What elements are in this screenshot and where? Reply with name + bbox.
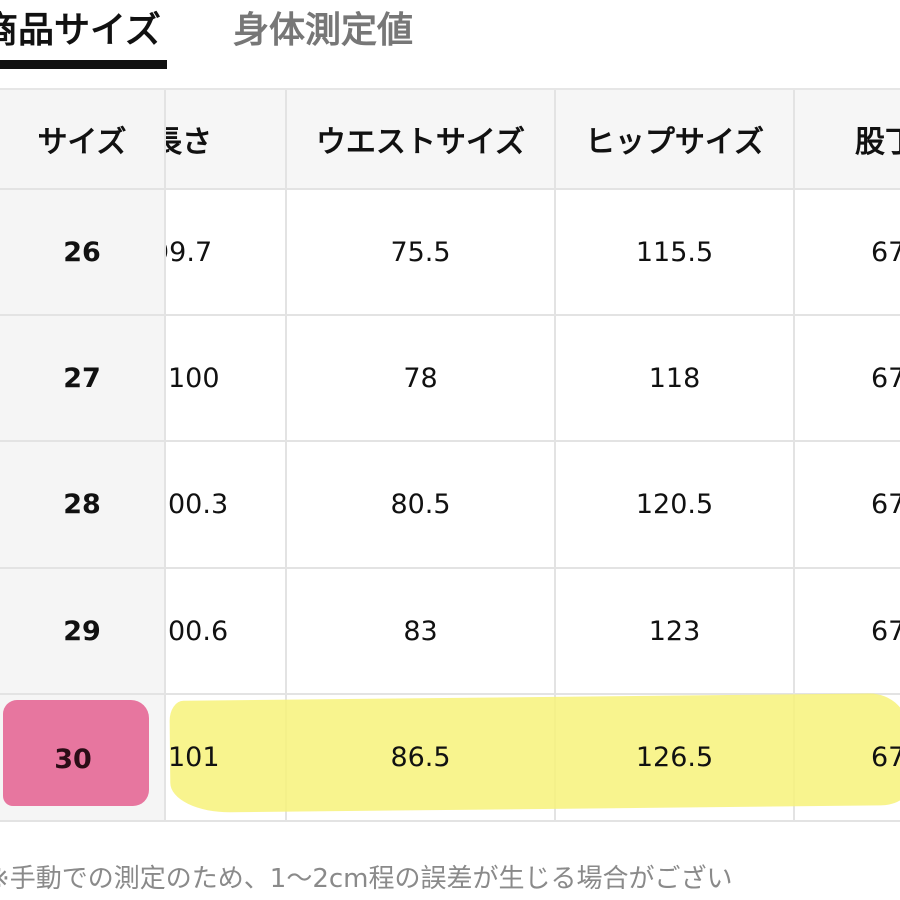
table-row: 27 100 78 118 67 [0, 316, 900, 442]
length-value: 101 [168, 742, 220, 773]
crotch-cell: 67 [795, 316, 900, 442]
length-cell: 100 [166, 316, 287, 442]
table-row: 26 99.7 75.5 115.5 67 [0, 190, 900, 316]
size-cell: 27 [0, 316, 166, 442]
highlighted-size-value: 30 [54, 743, 92, 775]
length-cell: 00.3 [166, 442, 287, 569]
pink-highlighter-mark [3, 700, 149, 806]
measurement-footnote: ※手動での測定のため、1〜2cm程の誤差が生じる場合がござい [0, 864, 733, 894]
crotch-value: 67 [871, 362, 900, 394]
length-value: 100 [168, 362, 220, 394]
hip-cell: 115.5 [556, 190, 795, 316]
crotch-value: 67 [871, 742, 900, 773]
header-size: サイズ [0, 90, 166, 190]
waist-cell: 80.5 [287, 442, 556, 569]
hip-cell: 120.5 [556, 442, 795, 569]
table-row: 28 00.3 80.5 120.5 67 [0, 442, 900, 569]
header-crotch: 股丁 [795, 90, 900, 190]
size-table[interactable]: サイズ 長さ ウエストサイズ ヒップサイズ 股丁 26 99.7 75.5 11… [0, 90, 900, 823]
length-value: 00.6 [168, 615, 229, 647]
header-crotch-label: 股丁 [855, 125, 900, 160]
crotch-cell: 67 [795, 569, 900, 695]
size-cell: 29 [0, 569, 166, 695]
waist-cell: 83 [287, 569, 556, 695]
header-length: 長さ [152, 90, 287, 190]
table-row: 29 00.6 83 123 67 [0, 569, 900, 695]
yellow-highlighter-mark [169, 693, 900, 813]
size-cell: 26 [0, 190, 166, 316]
length-cell: 00.6 [166, 569, 287, 695]
active-tab-indicator [0, 60, 167, 69]
tab-product-size[interactable]: 商品サイズ [0, 10, 161, 51]
hip-value: 126.5 [635, 742, 714, 773]
waist-cell: 75.5 [287, 190, 556, 316]
hip-cell: 123 [556, 569, 795, 695]
hip-cell: 118 [556, 316, 795, 442]
waist-cell: 78 [287, 316, 556, 442]
tab-bar: 商品サイズ 身体測定値 [0, 0, 900, 90]
crotch-cell: 67 [795, 442, 900, 569]
crotch-cell: 67 [795, 190, 900, 316]
header-hip-label: ヒップサイズ [584, 125, 765, 160]
crotch-value: 67 [871, 489, 900, 520]
tab-body-measurements[interactable]: 身体測定値 [233, 10, 414, 51]
crotch-value: 67 [871, 615, 900, 647]
crotch-cell: 67 [795, 695, 900, 822]
header-size-label: サイズ [37, 125, 127, 160]
waist-value: 86.5 [390, 742, 451, 773]
header-waist: ウエストサイズ [287, 90, 556, 190]
header-waist-label: ウエストサイズ [315, 125, 526, 160]
length-value: 00.3 [168, 489, 229, 520]
header-hip: ヒップサイズ [556, 90, 795, 190]
table-header-row: サイズ 長さ ウエストサイズ ヒップサイズ 股丁 [0, 90, 900, 190]
crotch-value: 67 [871, 236, 900, 268]
tabs-divider [0, 88, 900, 90]
size-cell: 28 [0, 442, 166, 569]
length-cell: 99.7 [152, 190, 287, 316]
